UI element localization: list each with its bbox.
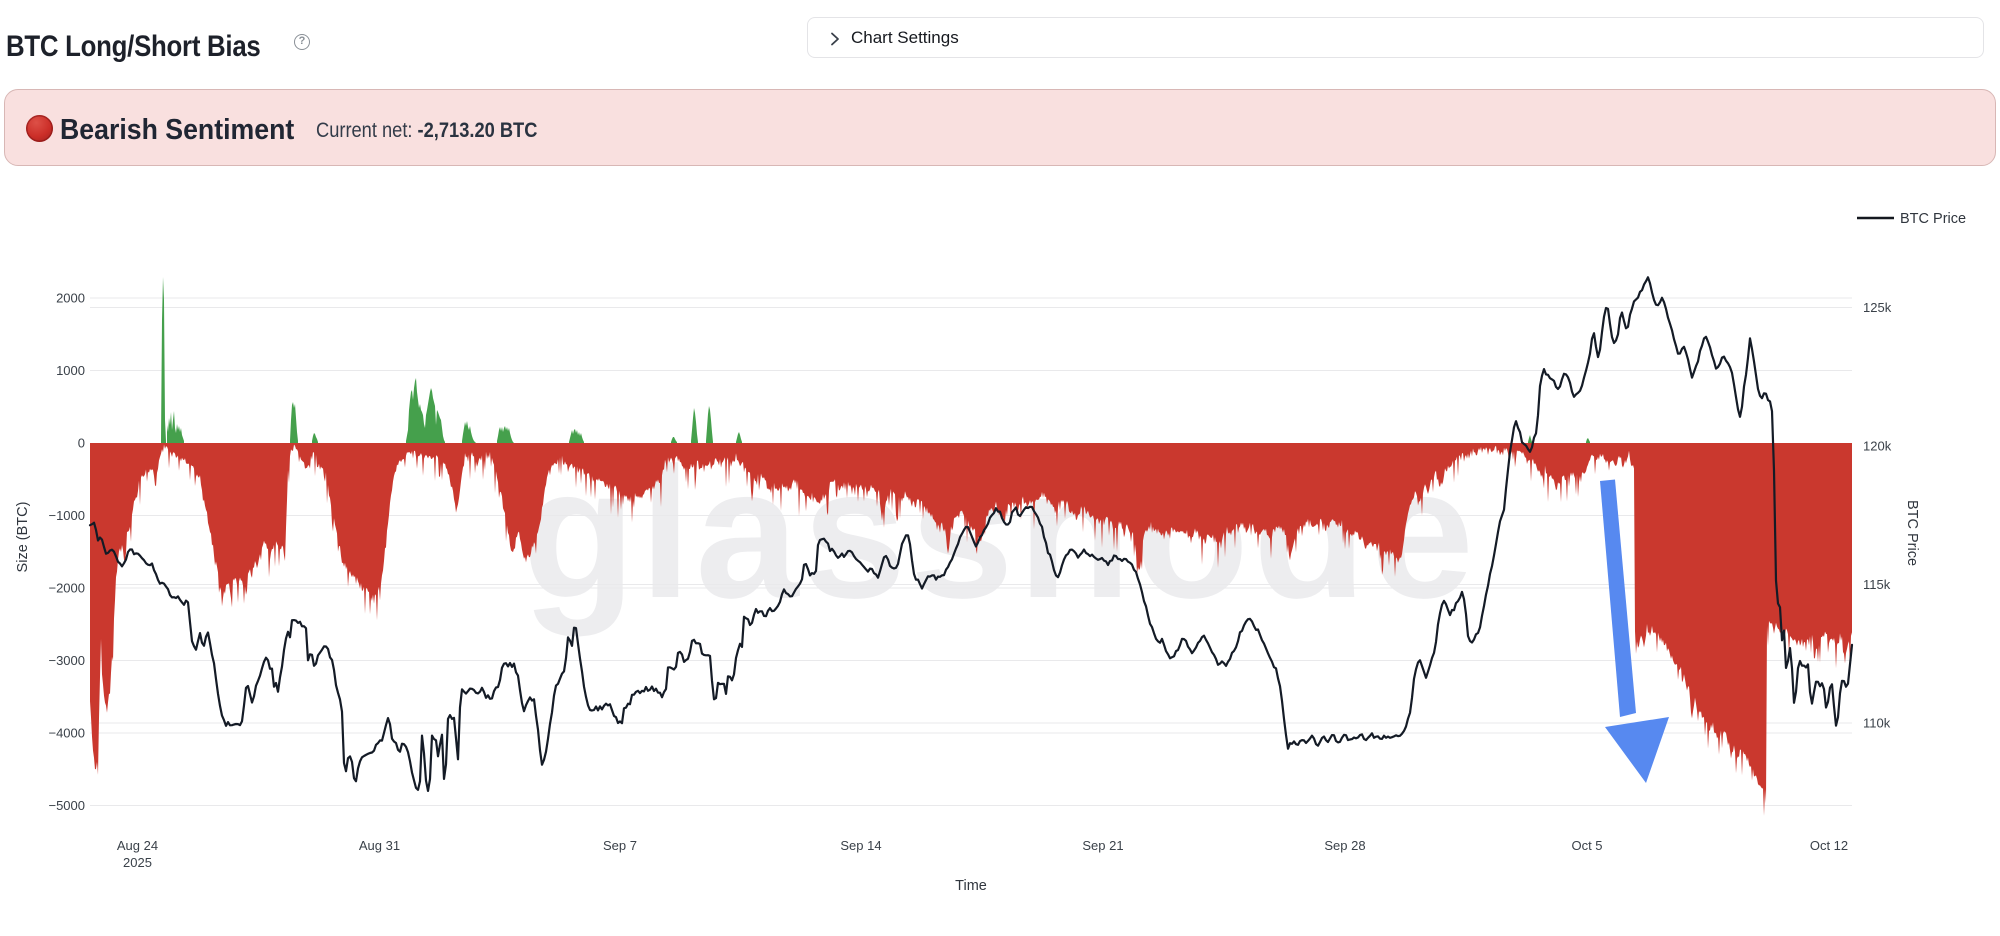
svg-text:125k: 125k <box>1863 300 1892 315</box>
svg-text:1000: 1000 <box>56 363 85 378</box>
svg-text:Sep 14: Sep 14 <box>840 838 881 853</box>
svg-text:Oct 5: Oct 5 <box>1571 838 1602 853</box>
svg-text:Sep 28: Sep 28 <box>1324 838 1365 853</box>
svg-text:115k: 115k <box>1863 577 1891 592</box>
svg-text:120k: 120k <box>1863 439 1892 454</box>
svg-text:Aug 31: Aug 31 <box>359 838 400 853</box>
svg-text:BTC Price: BTC Price <box>1900 211 1966 227</box>
svg-text:Time: Time <box>955 878 987 894</box>
svg-text:−2000: −2000 <box>48 581 85 596</box>
svg-text:2025: 2025 <box>123 855 152 870</box>
svg-text:2000: 2000 <box>56 291 85 306</box>
svg-text:−4000: −4000 <box>48 726 85 741</box>
svg-text:Size (BTC): Size (BTC) <box>15 502 31 573</box>
svg-text:110k: 110k <box>1863 716 1891 731</box>
svg-text:−3000: −3000 <box>48 653 85 668</box>
svg-text:BTC Price: BTC Price <box>1904 500 1920 566</box>
svg-text:0: 0 <box>78 436 85 451</box>
svg-text:Sep 21: Sep 21 <box>1082 838 1123 853</box>
svg-text:−1000: −1000 <box>48 508 85 523</box>
svg-text:−5000: −5000 <box>48 798 85 813</box>
svg-text:Oct 12: Oct 12 <box>1810 838 1848 853</box>
svg-text:Sep 7: Sep 7 <box>603 838 637 853</box>
svg-text:Aug 24: Aug 24 <box>117 838 158 853</box>
